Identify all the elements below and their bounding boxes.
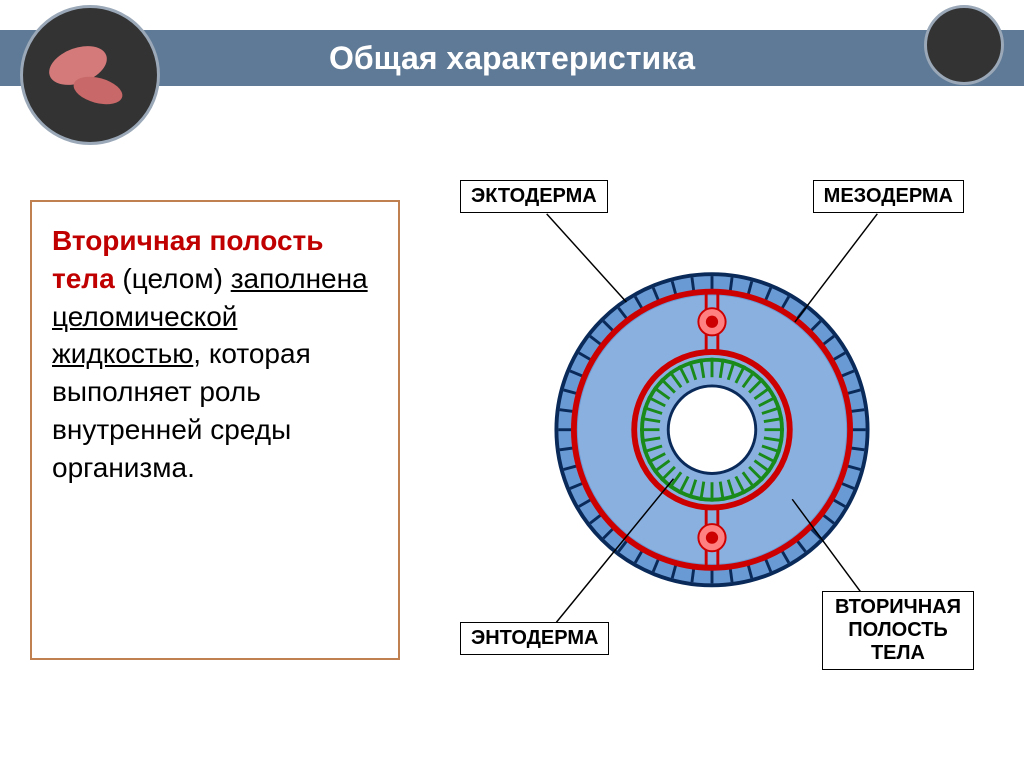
content-area: Вторичная полость тела (целом) заполнена…	[0, 180, 1024, 660]
diagram-svg	[430, 180, 994, 660]
description-text: Вторичная полость тела (целом) заполнена…	[52, 222, 378, 487]
description-box: Вторичная полость тела (целом) заполнена…	[30, 200, 400, 660]
label-ectoderm: ЭКТОДЕРМА	[460, 180, 608, 213]
decorative-polychaete-photo	[924, 5, 1004, 85]
gut-lumen	[668, 386, 756, 474]
label-entoderm: ЭНТОДЕРМА	[460, 622, 609, 655]
decorative-worm-photo	[20, 5, 160, 145]
label-mesoderm: МЕЗОДЕРМА	[813, 180, 964, 213]
label-coelom: ВТОРИЧНАЯ ПОЛОСТЬ ТЕЛА	[822, 591, 974, 670]
cross-section-diagram: ЭКТОДЕРМА МЕЗОДЕРМА ЭНТОДЕРМА ВТОРИЧНАЯ …	[430, 180, 994, 660]
page-title: Общая характеристика	[329, 40, 695, 77]
